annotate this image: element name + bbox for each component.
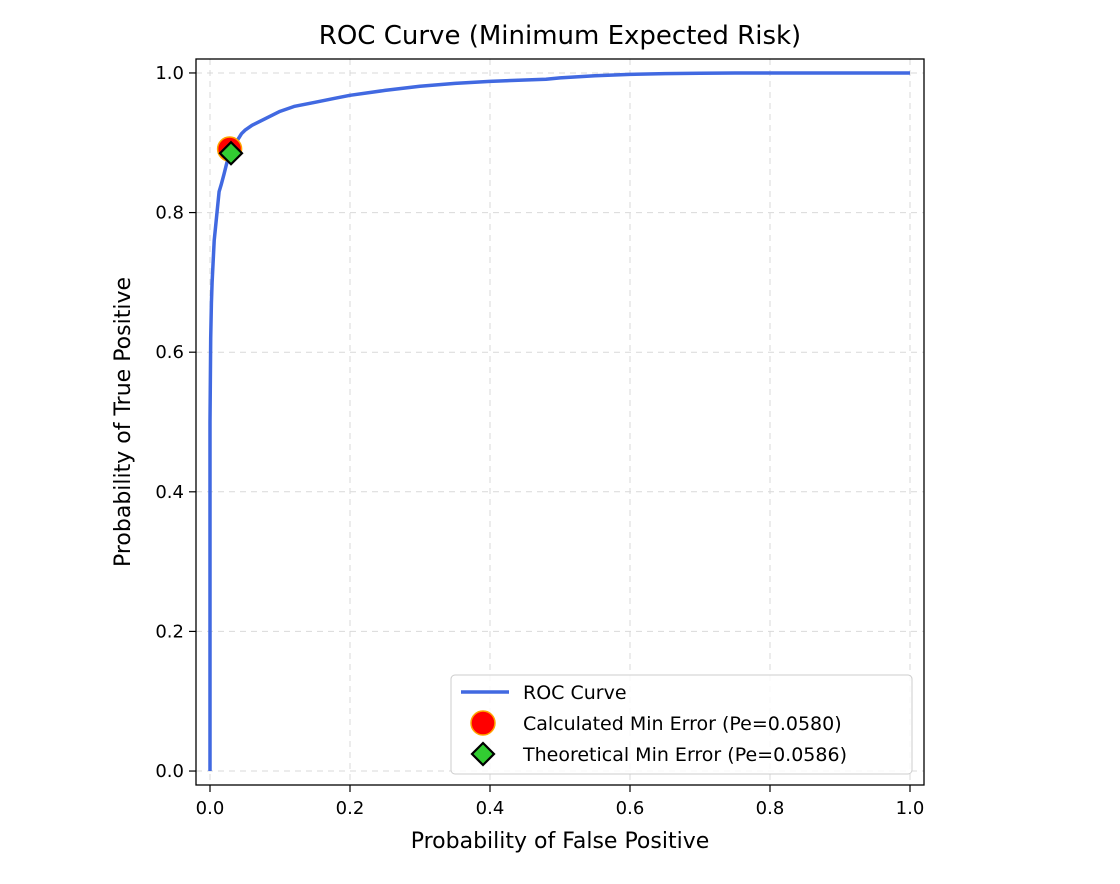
legend-entry-label: Theoretical Min Error (Pe=0.0586) [522,744,847,766]
legend-box [450,674,913,775]
legend-entry-label: ROC Curve [523,682,627,704]
x-tick-label: 0.2 [336,798,365,819]
x-tick-label: 1.0 [896,798,925,819]
theoretical-min-error-marker [218,140,244,166]
plot-frame [195,58,925,786]
y-tick-label: 0.6 [155,342,184,363]
y-tick-label: 0.8 [155,203,184,224]
legend-diamond-swatch [470,741,496,767]
y-tick-label: 1.0 [155,63,184,84]
y-tick-label: 0.0 [155,761,184,782]
plot-series [208,71,910,772]
chart-title: ROC Curve (Minimum Expected Risk) [319,21,801,51]
legend-circle-swatch [470,710,496,736]
y-axis-label: Probability of True Positive [111,277,136,567]
x-tick-label: 0.4 [476,798,505,819]
x-tick-label: 0.0 [196,798,225,819]
y-tick-label: 0.4 [155,482,184,503]
legend: ROC Curve Calculated Min Error (Pe=0.0580… [450,674,913,775]
y-tick-label: 0.2 [155,621,184,642]
grid [196,59,924,785]
x-tick-label: 0.8 [756,798,785,819]
x-axis-label: Probability of False Positive [411,829,710,854]
roc-curve-line [208,71,910,772]
axis-ticks: 0.0 0.2 0.4 0.6 0.8 1.0 0.0 0.2 0.4 0.6 0.8 1.0 [155,63,924,819]
legend-entry-label: Calculated Min Error (Pe=0.0580) [523,713,842,735]
x-tick-label: 0.6 [616,798,645,819]
